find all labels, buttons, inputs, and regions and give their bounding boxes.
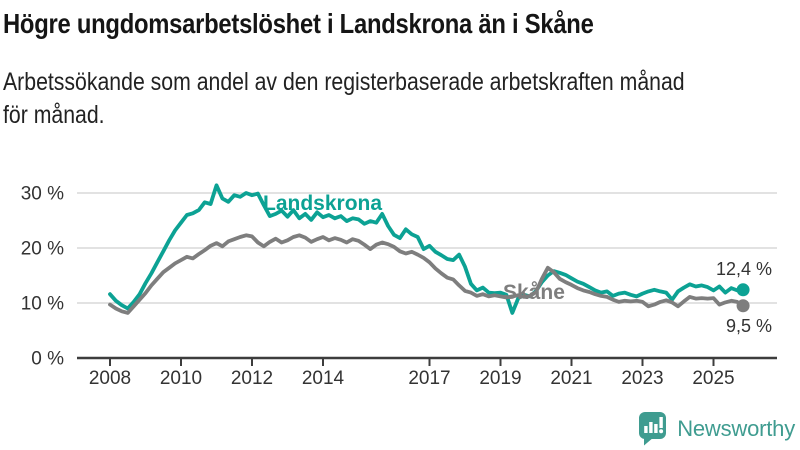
series-label-skåne: Skåne	[503, 281, 565, 304]
landskrona-line	[108, 183, 745, 315]
x-tick-label: 2019	[479, 368, 521, 389]
x-tick-label: 2023	[621, 368, 663, 389]
end-value-label-landskrona: 12,4 %	[716, 259, 772, 279]
brand-name: Newsworthy	[677, 415, 795, 441]
x-tick-label: 2017	[408, 368, 450, 389]
landskrona-end-dot	[736, 283, 750, 297]
subtitle-line-2: för månad.	[3, 101, 105, 129]
series-labels: Landskrona 12,4 % Skåne 9,5 %	[263, 192, 772, 336]
x-tick-label: 2008	[89, 368, 131, 389]
y-tick-label: 20 %	[21, 239, 64, 260]
x-axis	[77, 356, 777, 366]
y-tick-label: 0 %	[31, 349, 64, 370]
subtitle-line-1: Arbetssökande som andel av den registerb…	[3, 68, 685, 96]
x-tick-label: 2021	[550, 368, 592, 389]
y-axis-labels: 0 % 10 % 20 % 30 %	[21, 184, 64, 370]
skåne-end-dot	[736, 299, 750, 313]
series-lines	[108, 183, 750, 315]
x-tick-label: 2012	[231, 368, 273, 389]
y-tick-label: 10 %	[21, 294, 64, 315]
x-tick-label: 2014	[302, 368, 345, 389]
chart-subtitle: Arbetssökande som andel av den registerb…	[3, 66, 685, 132]
page-title: Högre ungdomsarbetslöshet i Landskrona ä…	[3, 8, 594, 39]
x-tick-label: 2025	[692, 368, 734, 389]
skåne-line	[108, 233, 745, 315]
x-tick-label: 2010	[160, 368, 202, 389]
end-value-label-skåne: 9,5 %	[726, 316, 772, 336]
series-label-landskrona: Landskrona	[263, 192, 382, 215]
chart-header: Högre ungdomsarbetslöshet i Landskrona ä…	[3, 0, 800, 132]
x-axis-labels: 2008 2010 2012 2014 2017 2019 2021 2023 2025	[89, 368, 735, 389]
newsworthy-bubble-chart-icon	[639, 412, 667, 446]
newsworthy-logo[interactable]: Newsworthy	[638, 411, 795, 446]
y-tick-label: 30 %	[21, 184, 64, 205]
